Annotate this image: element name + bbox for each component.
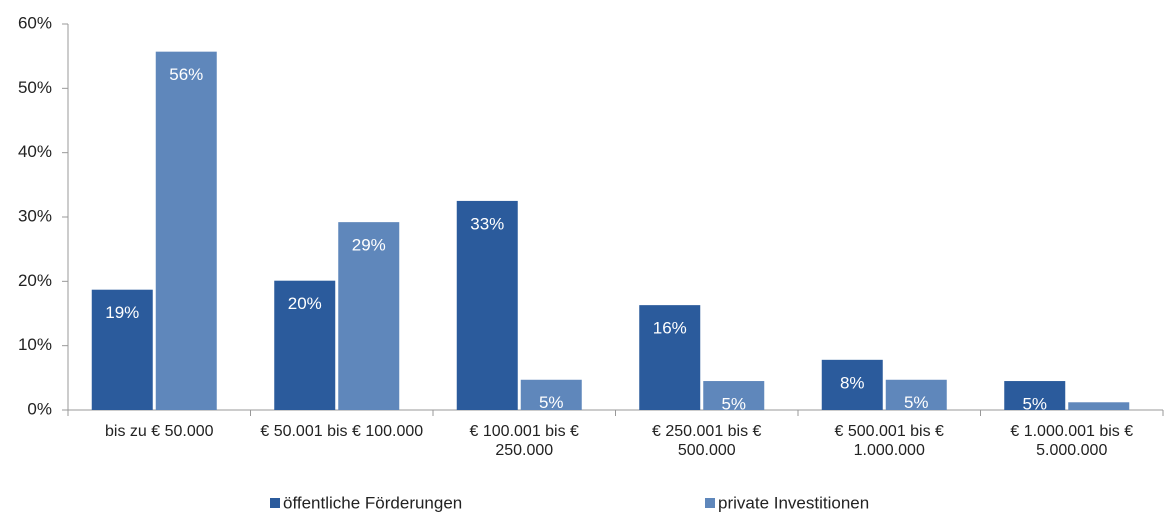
x-tick-label: € 1.000.001 bis € 5.000.000 <box>1010 423 1134 459</box>
x-tick-label: € 500.001 bis € 1.000.000 <box>834 423 944 459</box>
legend-label: öffentliche Förderungen <box>283 493 462 512</box>
value-label: 5% <box>721 395 746 414</box>
x-tick-label-box: € 50.001 bis € 100.000 <box>260 423 424 440</box>
value-label: 16% <box>653 319 687 338</box>
x-tick-label-box: € 250.001 bis € 500.000 <box>652 423 762 459</box>
value-label: 5% <box>904 393 929 412</box>
value-label: 56% <box>169 65 203 84</box>
bar <box>520 379 582 410</box>
bar <box>91 289 153 410</box>
x-tick-label-box: € 100.001 bis € 250.000 <box>469 423 579 459</box>
bar <box>821 359 883 410</box>
legend-swatch <box>270 498 280 508</box>
legend-swatch <box>705 498 715 508</box>
value-label: 29% <box>352 236 386 255</box>
x-tick-label: € 250.001 bis € 500.000 <box>652 423 762 459</box>
bar <box>703 381 765 410</box>
bar <box>885 379 947 410</box>
y-tick-label: 50% <box>18 78 52 97</box>
x-tick-label: € 50.001 bis € 100.000 <box>260 423 424 440</box>
x-tick-label-box: € 500.001 bis € 1.000.000 <box>834 423 944 459</box>
bar <box>639 305 701 410</box>
x-tick-label-box: € 1.000.001 bis € 5.000.000 <box>1010 423 1134 459</box>
bar <box>1004 381 1066 410</box>
x-tick-label-box: bis zu € 50.000 <box>104 423 214 440</box>
bar <box>338 222 400 410</box>
value-label: 19% <box>105 303 139 322</box>
value-label: 5% <box>539 393 564 412</box>
bar <box>456 200 518 410</box>
value-label: 33% <box>470 214 504 233</box>
y-tick-label: 30% <box>18 206 52 225</box>
bar <box>274 280 336 410</box>
y-tick-label: 40% <box>18 142 52 161</box>
y-tick-label: 20% <box>18 271 52 290</box>
legend-label: private Investitionen <box>718 493 869 512</box>
y-tick-label: 0% <box>27 399 52 418</box>
x-tick-label: € 100.001 bis € 250.000 <box>469 423 579 459</box>
value-label: 8% <box>840 373 865 392</box>
y-tick-label: 10% <box>18 335 52 354</box>
bar <box>1068 402 1130 410</box>
value-label: 20% <box>288 294 322 313</box>
bar <box>155 51 217 411</box>
y-tick-label: 60% <box>18 13 52 32</box>
x-tick-label: bis zu € 50.000 <box>104 423 214 440</box>
value-label: 5% <box>1022 395 1047 414</box>
